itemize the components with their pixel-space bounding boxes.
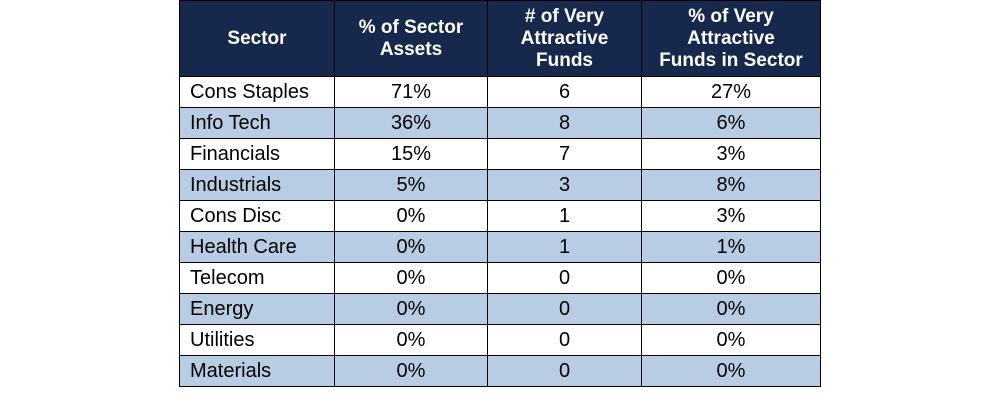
- cell-pct-funds: 3%: [641, 138, 821, 170]
- cell-pct-assets: 0%: [334, 355, 488, 387]
- cell-pct-funds: 3%: [641, 200, 821, 232]
- cell-sector: Health Care: [179, 231, 335, 263]
- cell-pct-assets: 0%: [334, 200, 488, 232]
- cell-pct-assets: 36%: [334, 107, 488, 139]
- cell-pct-funds: 0%: [641, 262, 821, 294]
- header-sector: Sector: [179, 0, 335, 77]
- cell-num-funds: 7: [487, 138, 642, 170]
- table-body: Cons Staples 71% 6 27% Info Tech 36% 8 6…: [179, 76, 821, 387]
- cell-sector: Financials: [179, 138, 335, 170]
- table-row: Cons Disc 0% 1 3%: [179, 200, 821, 232]
- cell-sector: Telecom: [179, 262, 335, 294]
- cell-pct-funds: 6%: [641, 107, 821, 139]
- cell-sector: Cons Disc: [179, 200, 335, 232]
- cell-pct-funds: 1%: [641, 231, 821, 263]
- cell-num-funds: 0: [487, 324, 642, 356]
- cell-sector: Materials: [179, 355, 335, 387]
- cell-sector: Utilities: [179, 324, 335, 356]
- cell-num-funds: 8: [487, 107, 642, 139]
- cell-num-funds: 0: [487, 262, 642, 294]
- cell-pct-assets: 5%: [334, 169, 488, 201]
- cell-pct-funds: 0%: [641, 355, 821, 387]
- table-header: Sector % of Sector Assets # of Very Attr…: [179, 0, 821, 77]
- cell-sector: Info Tech: [179, 107, 335, 139]
- table-row: Industrials 5% 3 8%: [179, 169, 821, 201]
- cell-pct-assets: 15%: [334, 138, 488, 170]
- cell-pct-assets: 71%: [334, 76, 488, 108]
- cell-num-funds: 3: [487, 169, 642, 201]
- header-pct-very-attractive-funds: % of Very Attractive Funds in Sector: [641, 0, 821, 77]
- table-row: Health Care 0% 1 1%: [179, 231, 821, 263]
- cell-num-funds: 0: [487, 355, 642, 387]
- table-row: Telecom 0% 0 0%: [179, 262, 821, 294]
- table-row: Info Tech 36% 8 6%: [179, 107, 821, 139]
- cell-num-funds: 1: [487, 231, 642, 263]
- cell-sector: Energy: [179, 293, 335, 325]
- header-row: Sector % of Sector Assets # of Very Attr…: [179, 0, 821, 77]
- table-row: Materials 0% 0 0%: [179, 355, 821, 387]
- cell-sector: Cons Staples: [179, 76, 335, 108]
- cell-sector: Industrials: [179, 169, 335, 201]
- cell-pct-assets: 0%: [334, 324, 488, 356]
- header-pct-sector-assets: % of Sector Assets: [334, 0, 488, 77]
- cell-num-funds: 1: [487, 200, 642, 232]
- cell-pct-funds: 8%: [641, 169, 821, 201]
- table-row: Energy 0% 0 0%: [179, 293, 821, 325]
- table-row: Cons Staples 71% 6 27%: [179, 76, 821, 108]
- cell-pct-assets: 0%: [334, 231, 488, 263]
- cell-pct-assets: 0%: [334, 293, 488, 325]
- table-row: Financials 15% 7 3%: [179, 138, 821, 170]
- table-row: Utilities 0% 0 0%: [179, 324, 821, 356]
- header-num-very-attractive-funds: # of Very Attractive Funds: [487, 0, 642, 77]
- cell-num-funds: 0: [487, 293, 642, 325]
- cell-num-funds: 6: [487, 76, 642, 108]
- sector-table: Sector % of Sector Assets # of Very Attr…: [179, 0, 821, 387]
- cell-pct-funds: 0%: [641, 324, 821, 356]
- cell-pct-assets: 0%: [334, 262, 488, 294]
- cell-pct-funds: 0%: [641, 293, 821, 325]
- cell-pct-funds: 27%: [641, 76, 821, 108]
